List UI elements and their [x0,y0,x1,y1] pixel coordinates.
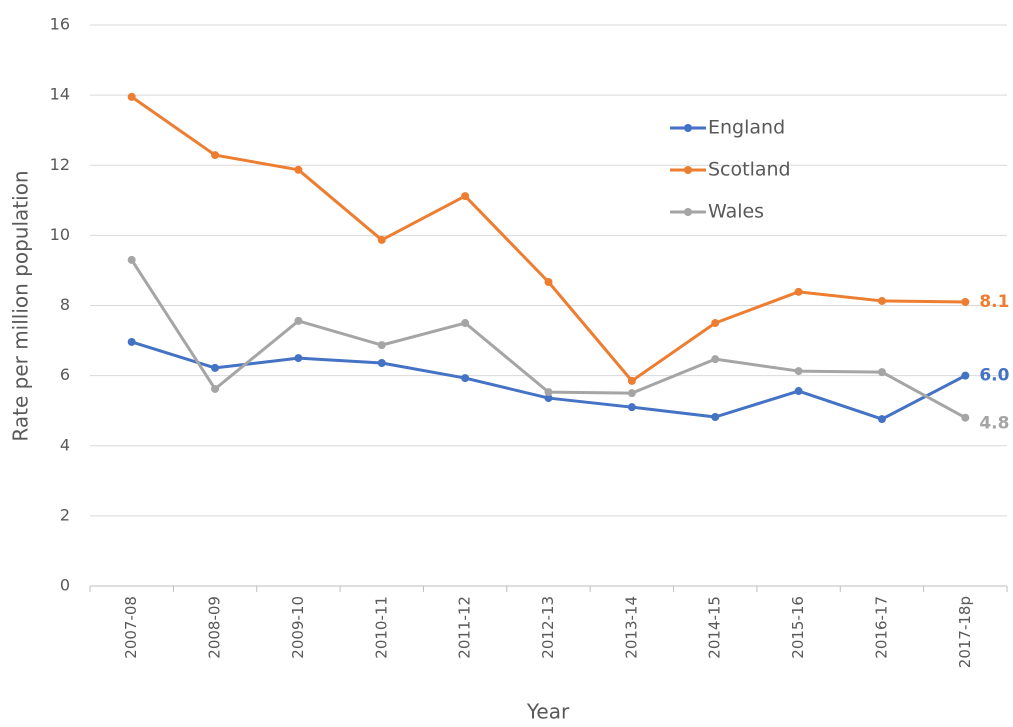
data-point [377,341,386,350]
y-tick-label: 6 [60,365,70,384]
x-tick-label: 2017-18p [956,596,974,668]
x-tick-label: 2009-10 [289,596,307,659]
data-label: 4.8 [979,414,1009,434]
legend-label: Scotland [708,159,791,181]
x-tick-label: 2008-09 [206,596,224,659]
data-point [877,296,886,305]
x-tick-label: 2013-14 [622,596,640,659]
data-point [127,92,136,101]
data-point [711,319,720,328]
y-tick-label: 0 [60,576,70,595]
legend-label: England [708,117,785,139]
data-point [461,319,470,328]
data-point [711,412,720,421]
data-point [711,355,720,364]
data-point [627,389,636,398]
x-tick-label: 2015-16 [789,596,807,659]
data-point [544,388,553,397]
x-tick-label: 2010-11 [372,596,390,659]
data-point [127,337,136,346]
y-tick-label: 4 [60,435,70,454]
data-point [961,413,970,422]
data-point [544,394,553,403]
data-label: 8.1 [979,292,1009,312]
data-point [794,367,803,376]
data-point [461,192,470,201]
x-tick-label: 2007-08 [122,596,140,659]
x-tick-label: 2014-15 [706,596,724,659]
series-line [130,95,966,383]
data-point [961,371,970,380]
data-point [877,415,886,424]
data-point [127,255,136,264]
x-axis-title: Year [526,700,570,724]
data-point [794,287,803,296]
y-tick-label: 12 [50,155,70,174]
y-tick-label: 14 [50,85,70,104]
data-point [211,151,220,160]
data-point [211,363,220,372]
y-axis-title: Rate per million population [9,170,33,441]
x-tick-label: 2011-12 [456,596,474,659]
data-point [294,354,303,363]
x-tick-label: 2016-17 [872,596,890,659]
legend-label: Wales [708,201,764,223]
data-point [627,376,636,385]
data-point [627,403,636,412]
data-point [377,359,386,368]
data-point [211,384,220,393]
data-point [794,387,803,396]
x-tick-label: 2012-13 [539,596,557,659]
y-tick-label: 8 [60,295,70,314]
data-label: 6.0 [979,366,1009,386]
data-point [461,374,470,383]
legend-marker [684,208,692,216]
data-point [294,316,303,325]
data-point [544,278,553,287]
y-tick-label: 10 [50,225,70,244]
y-tick-label: 16 [50,15,70,34]
legend-marker [684,166,692,174]
data-point [294,165,303,174]
data-point [961,297,970,306]
legend-marker [684,124,692,132]
data-point [877,368,886,377]
data-point [377,235,386,244]
y-tick-label: 2 [60,505,70,524]
